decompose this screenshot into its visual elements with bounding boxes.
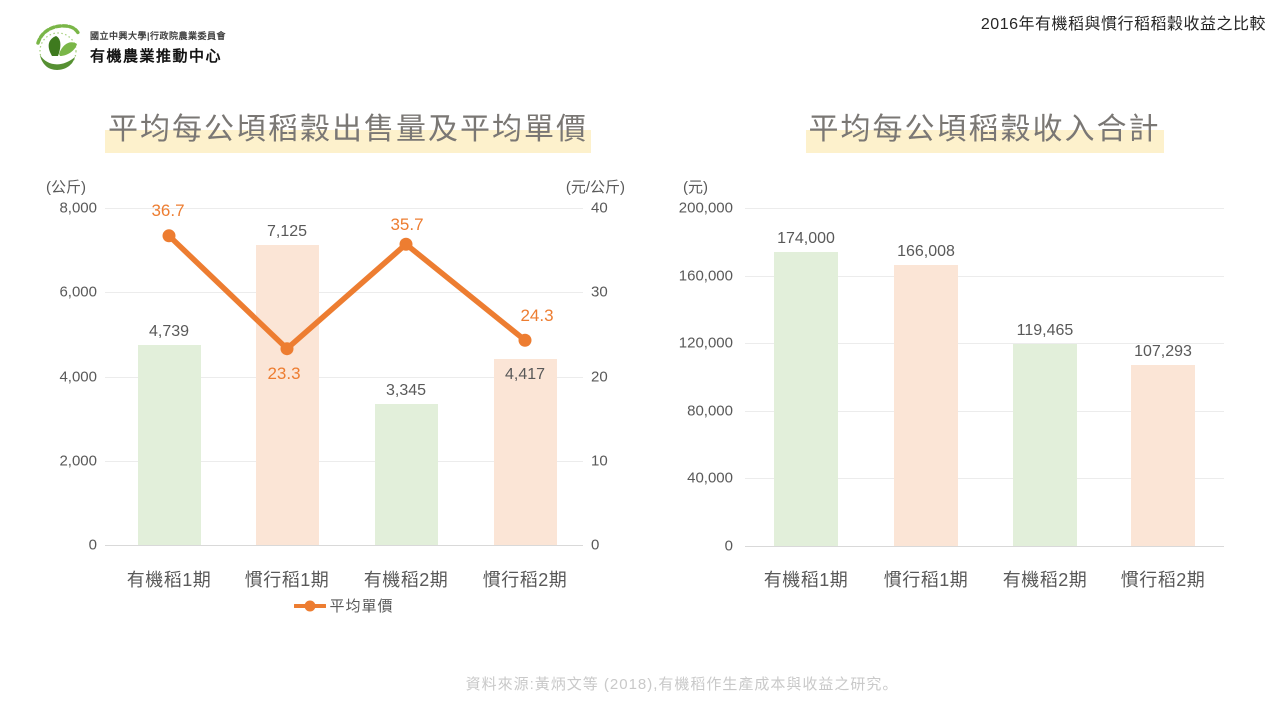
bar-organic-crop1 [137, 345, 201, 545]
organic-center-logo-icon [36, 24, 81, 70]
y-axis-tick-label: 4,000 [59, 368, 97, 385]
logo-center-name: 有機農業推動中心 [90, 47, 223, 65]
category-label: 慣行稻2期 [1120, 570, 1206, 590]
chart2-left-axis-unit: (元) [683, 179, 708, 196]
line-series-legend-marker-icon [294, 600, 327, 611]
y-axis-tick-label: 120,000 [678, 334, 733, 352]
average-price-line-series [162, 229, 532, 356]
source-note: 資料來源:黃炳文等 (2018),有機稻作生產成本與收益之研究。 [465, 676, 899, 693]
page-title: 2016年有機稻與慣行稻稻穀收益之比較 [980, 16, 1266, 33]
secondary-axis-tick-label: 40 [591, 199, 608, 217]
chart2-title: 平均每公頃稻穀收入合計 [745, 104, 1224, 153]
gridline [105, 292, 583, 294]
y-axis-tick-label: 0 [88, 536, 97, 554]
chart1-title-text: 平均每公頃稻穀出售量及平均單價 [105, 113, 591, 153]
y-axis-tick-label: 80,000 [687, 402, 733, 420]
gridline [745, 275, 1224, 277]
bar-conventional-crop2 [1131, 364, 1195, 546]
legend-label: 平均單價 [329, 598, 394, 615]
category-label: 慣行稻2期 [482, 570, 568, 590]
y-axis-tick-label: 8,000 [59, 199, 97, 217]
line-point-marker [162, 229, 176, 243]
gridline [745, 478, 1224, 480]
line-point-label: 35.7 [390, 215, 424, 235]
y-axis-tick-label: 6,000 [59, 283, 97, 301]
bar-organic-crop2 [374, 404, 438, 545]
logo-text: 國立中興大學|行政院農業委員會 有機農業推動中心 [90, 29, 226, 66]
line-point-label: 36.7 [151, 200, 185, 220]
chart1-left-axis-unit: (公斤) [46, 179, 86, 196]
bar-value-label: 4,739 [148, 323, 190, 341]
y-axis-tick-label: 2,000 [59, 452, 97, 470]
y-axis-tick-label: 40,000 [687, 469, 733, 487]
secondary-axis-tick-label: 0 [591, 536, 600, 554]
category-label: 有機稻1期 [126, 570, 212, 590]
gridline [105, 208, 583, 209]
line-point-marker [399, 237, 413, 251]
bar-value-label: 7,125 [266, 222, 308, 240]
line-point-label: 23.3 [267, 363, 301, 383]
y-axis-tick-label: 160,000 [678, 267, 733, 285]
bar-value-label: 166,008 [897, 243, 955, 261]
gridline [745, 410, 1224, 412]
chart1-title: 平均每公頃稻穀出售量及平均單價 [105, 104, 591, 153]
bar-value-label: 174,000 [777, 229, 835, 247]
category-label: 有機稻1期 [763, 570, 849, 590]
secondary-axis-tick-label: 10 [591, 452, 608, 470]
chart2-title-text: 平均每公頃稻穀收入合計 [805, 113, 1164, 153]
logo-org-line: 國立中興大學|行政院農業委員會 [90, 30, 227, 41]
category-label: 有機稻2期 [1002, 570, 1088, 590]
bar-conventional-crop1 [255, 244, 319, 545]
line-point-label: 24.3 [520, 306, 554, 326]
chart1-legend: 平均單價 [105, 595, 583, 616]
chart1-right-axis-unit: (元/公斤) [565, 179, 625, 196]
category-label: 慣行稻1期 [883, 570, 969, 590]
bar-value-label: 107,293 [1134, 342, 1192, 360]
gridline [745, 208, 1224, 209]
y-axis-tick-label: 200,000 [678, 199, 733, 217]
x-axis-line [105, 545, 583, 546]
category-label: 有機稻2期 [363, 570, 449, 590]
x-axis-line [745, 546, 1224, 547]
category-label: 慣行稻1期 [244, 570, 330, 590]
bar-organic-crop1 [774, 251, 838, 546]
bar-value-label: 119,465 [1016, 322, 1074, 340]
gridline [105, 376, 583, 378]
gridline [745, 343, 1224, 345]
bar-organic-crop2 [1013, 344, 1077, 546]
line-point-marker [518, 333, 532, 347]
bar-conventional-crop1 [894, 265, 958, 546]
secondary-axis-tick-label: 20 [591, 368, 608, 385]
gridline [105, 460, 583, 462]
secondary-axis-tick-label: 30 [591, 283, 608, 301]
bar-conventional-crop2 [493, 358, 557, 545]
bar-value-label: 3,345 [385, 382, 427, 400]
line-point-marker [280, 342, 294, 356]
bar-value-label: 4,417 [504, 365, 546, 383]
y-axis-tick-label: 0 [724, 537, 733, 555]
logo: 國立中興大學|行政院農業委員會 有機農業推動中心 [32, 22, 226, 72]
